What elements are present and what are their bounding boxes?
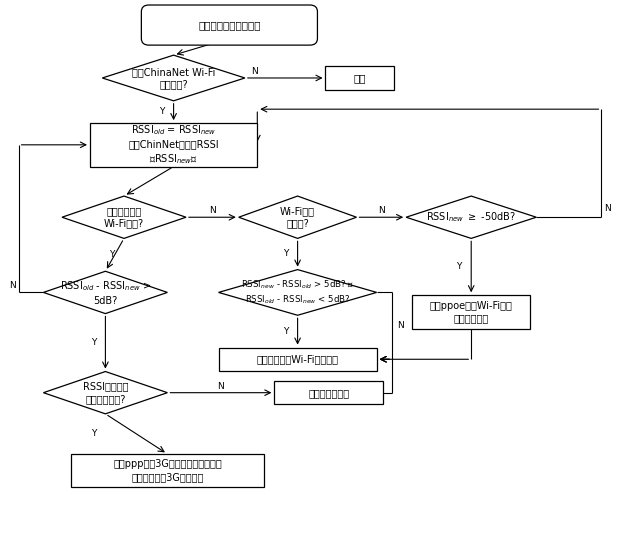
Text: Y: Y [91, 338, 96, 347]
Polygon shape [239, 196, 356, 238]
FancyBboxPatch shape [141, 5, 317, 45]
Text: RSSI$_{old}$ = RSSI$_{new}$
计算ChinNet热点的RSSI
（RSSI$_{new}$）: RSSI$_{old}$ = RSSI$_{new}$ 计算ChinNet热点的… [128, 123, 219, 167]
Text: N: N [604, 204, 611, 213]
Text: Y: Y [283, 327, 288, 336]
Bar [412, 295, 530, 329]
Text: 视频流切换至Wi-Fi网络传输: 视频流切换至Wi-Fi网络传输 [257, 354, 339, 364]
Text: Y: Y [109, 250, 115, 260]
Text: 使用ppp建立3G公网路由，建立成功
视频流切换至3G网络传输: 使用ppp建立3G公网路由，建立成功 视频流切换至3G网络传输 [113, 460, 222, 482]
Text: RSSI$_{new}$ $\geq$ -50dB?: RSSI$_{new}$ $\geq$ -50dB? [426, 211, 516, 224]
Bar [326, 66, 394, 90]
Text: 递减计数器自增: 递减计数器自增 [308, 388, 349, 398]
Polygon shape [102, 55, 245, 101]
Text: 多网络自适应动态切换: 多网络自适应动态切换 [198, 20, 260, 30]
Polygon shape [43, 271, 167, 314]
Text: N: N [397, 321, 404, 330]
Text: Y: Y [159, 108, 164, 116]
Text: N: N [209, 206, 216, 215]
Bar [71, 454, 264, 487]
Polygon shape [62, 196, 186, 238]
Text: N: N [378, 206, 384, 215]
Text: N: N [218, 382, 224, 390]
Text: Wi-Fi路由
已注册?: Wi-Fi路由 已注册? [280, 206, 315, 228]
Text: Y: Y [283, 250, 288, 258]
Polygon shape [218, 270, 376, 315]
Text: 电信ChinaNet Wi-Fi
热点存在?: 电信ChinaNet Wi-Fi 热点存在? [132, 67, 215, 89]
Text: 退出: 退出 [353, 73, 366, 83]
Text: Y: Y [91, 429, 96, 438]
Text: RSSI连续递减
达到最大计数?: RSSI连续递减 达到最大计数? [82, 382, 128, 404]
Polygon shape [43, 372, 167, 414]
Bar [90, 123, 257, 167]
Text: N: N [251, 67, 258, 76]
Bar [275, 381, 383, 404]
Text: 使用ppoe通过Wi-Fi模块
建立公网路由: 使用ppoe通过Wi-Fi模块 建立公网路由 [430, 301, 513, 323]
Polygon shape [406, 196, 536, 238]
Text: Y: Y [456, 262, 462, 271]
Text: N: N [9, 281, 16, 290]
Text: 视频传输采用
Wi-Fi网络?: 视频传输采用 Wi-Fi网络? [104, 206, 144, 228]
Text: RSSI$_{new}$ - RSSI$_{old}$ > 5dB? 且
RSSI$_{old}$ - RSSI$_{new}$ < 5dB?: RSSI$_{new}$ - RSSI$_{old}$ > 5dB? 且 RSS… [241, 278, 354, 306]
Bar [218, 348, 376, 371]
Text: RSSI$_{old}$ - RSSI$_{new}$ >
5dB?: RSSI$_{old}$ - RSSI$_{new}$ > 5dB? [60, 279, 151, 306]
